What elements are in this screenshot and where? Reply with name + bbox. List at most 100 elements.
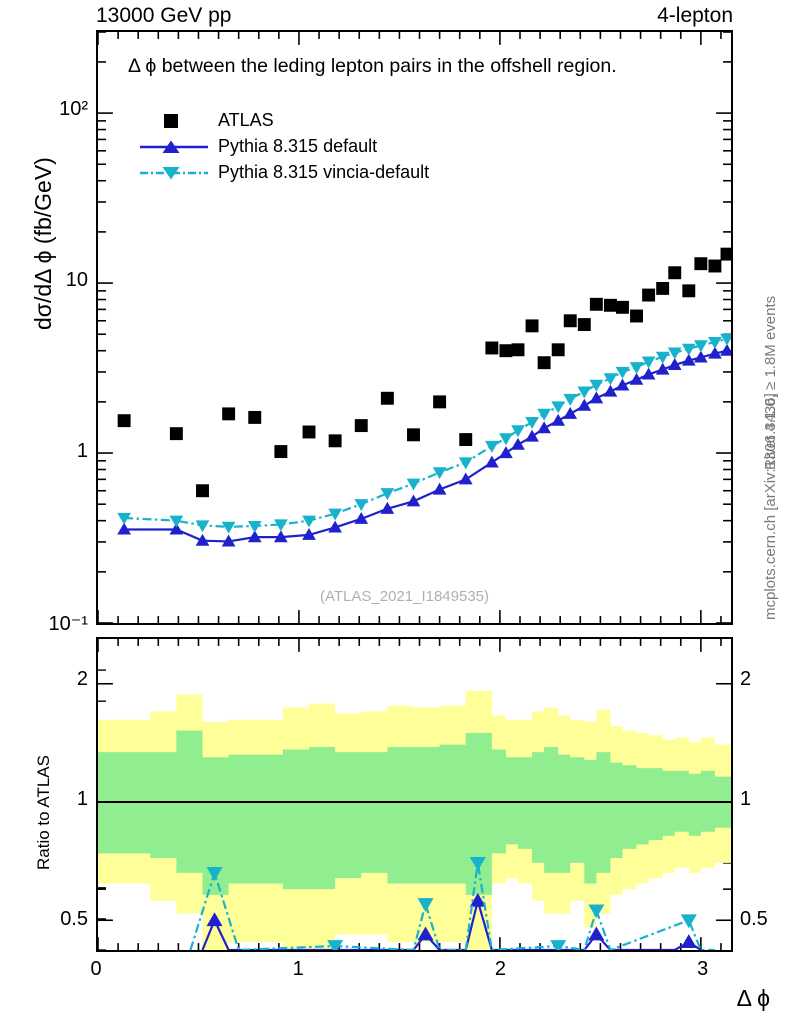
data-point [667,358,682,370]
data-point [499,433,513,446]
y-tick-label-ratio: 1 [76,788,88,811]
data-point [354,419,368,433]
data-point [328,434,342,448]
data-point [195,520,210,533]
ratio-data-point [588,904,605,919]
data-point [485,341,499,355]
data-point [354,499,369,512]
analysis-watermark: (ATLAS_2021_I1849535) [320,588,490,605]
data-point [603,373,618,386]
data-point [485,455,499,468]
data-point [354,511,369,524]
data-point [433,395,447,409]
data-point [630,309,644,323]
y-tick-label-main: 1 [76,439,88,462]
data-point [380,391,394,405]
ratio-plot-canvas [98,639,731,950]
data-point [537,408,551,421]
legend-label-pythia-vincia: Pythia 8.315 vincia-default [218,162,430,182]
x-tick-label: 0 [90,958,102,980]
y-tick-label-ratio-right: 1 [740,788,752,811]
ratio-series-markers-pythia-8-315-default [206,892,697,948]
data-point [720,333,731,346]
ratio-plot-panel [96,637,733,952]
data-point [117,414,131,428]
ratio-data-point [327,940,344,950]
data-point [511,343,525,357]
legend-label-atlas: ATLAS [218,110,274,130]
data-point [380,501,395,514]
ratio-series-line-pythia-8-315-vincia-default [189,862,715,950]
series-markers-pythia-8-315-vincia-default [117,333,731,534]
legend-key-pythia-vincia [140,167,208,180]
ratio-data-point [469,856,486,871]
data-point [603,298,617,312]
y-tick-label-ratio-right: 0.5 [740,907,768,930]
data-point [247,520,262,533]
main-plot-canvas [98,32,731,623]
data-point [708,259,722,273]
data-point [694,340,708,353]
data-point [196,484,209,498]
data-point [641,356,656,369]
ratio-data-point [588,926,605,941]
series-markers-atlas [117,247,731,498]
data-point [406,478,421,491]
data-point [708,336,722,349]
y-axis-title-main: dσ/dΔ ϕ (fb/GeV) [30,157,56,330]
y-axis-title-ratio: Ratio to ATLAS [34,755,53,870]
data-point [525,319,539,333]
data-point [328,508,342,521]
data-point [694,350,708,363]
mcplots-credit-label: mcplots.cern.ch [arXiv:1306.3436] [762,393,779,620]
ratio-data-point [680,914,697,929]
y-tick-label-ratio: 0.5 [60,907,88,930]
data-point [641,367,656,380]
data-point [525,417,539,429]
data-point [380,488,395,501]
data-point [407,428,420,442]
data-point [221,534,236,547]
data-point [720,247,731,261]
ratio-data-point [680,934,697,948]
data-point [563,407,578,419]
y-tick-label-ratio: 2 [76,668,88,691]
data-point [537,421,551,434]
data-point [302,425,316,439]
ratio-data-point [417,898,434,912]
data-point [563,393,578,406]
data-point [589,297,603,311]
x-tick-label: 2 [494,958,506,980]
data-point [537,356,551,370]
legend-key-pythia-default [140,140,208,153]
data-point [551,401,566,414]
data-point [511,437,525,450]
y-tick-label-main: 10² [59,97,88,120]
data-point [485,440,499,453]
data-point [708,346,722,359]
data-point [616,300,629,314]
data-point [694,257,708,271]
data-point [302,528,316,540]
data-point [406,494,421,507]
main-plot-panel [96,30,733,625]
data-point [656,281,670,295]
data-point [615,378,630,391]
data-point [655,351,670,364]
data-point [589,379,604,392]
data-point [577,318,591,332]
data-point [682,284,696,298]
data-point [274,445,288,459]
data-point [248,410,262,424]
data-point [302,515,316,528]
x-tick-label: 3 [697,958,709,980]
ratio-data-point [206,867,223,881]
data-point [681,353,696,366]
data-point [169,427,183,441]
data-point [328,520,342,533]
data-point [668,266,682,280]
data-point [499,446,513,459]
header-beam-label: 13000 GeV pp [96,4,232,27]
y-tick-label-main: 10 [65,268,88,291]
